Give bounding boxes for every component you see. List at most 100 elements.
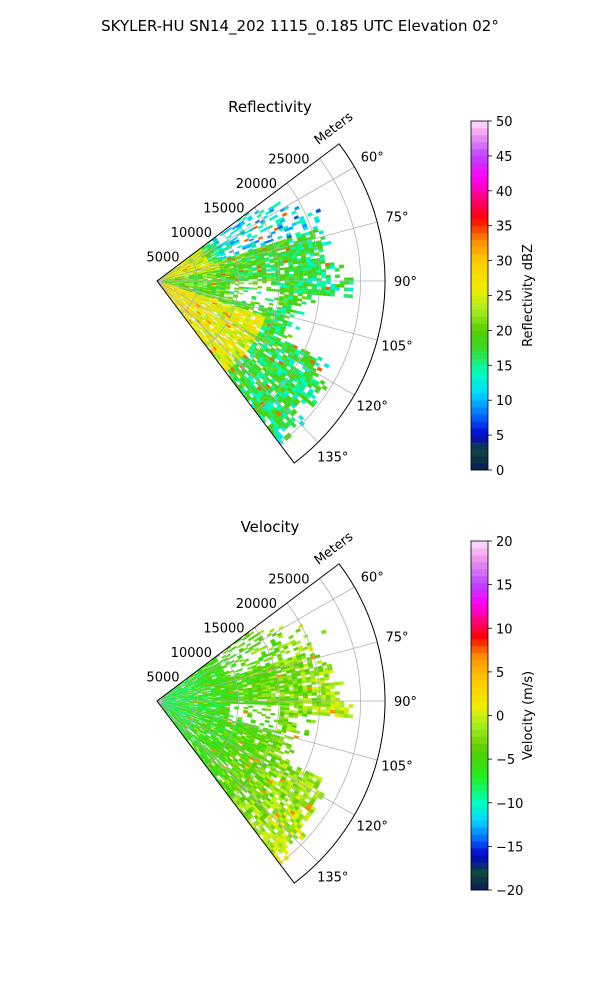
- radar-cell: [307, 288, 313, 292]
- radar-cell: [279, 263, 285, 267]
- colorbar-segment: [471, 414, 488, 422]
- radar-cell: [316, 289, 322, 293]
- radar-cell: [298, 275, 304, 279]
- radar-cell: [303, 663, 309, 668]
- radar-cell: [314, 672, 320, 677]
- radar-cell: [216, 276, 222, 279]
- radar-cell: [316, 711, 322, 716]
- radar-cell: [284, 289, 290, 293]
- radar-cell: [307, 212, 313, 217]
- radar-cell: [259, 209, 265, 214]
- colorbar-tick-label: 0: [496, 464, 504, 479]
- azimuth-tick-label: 135°: [317, 451, 348, 466]
- radar-cell: [320, 269, 326, 273]
- radar-cell: [307, 687, 313, 691]
- radar-cell: [288, 268, 294, 272]
- radar-cell: [325, 694, 331, 699]
- radar-cell: [319, 379, 326, 386]
- colorbar-segment: [471, 309, 488, 317]
- radar-cell: [243, 238, 250, 243]
- radar-cell: [184, 701, 190, 703]
- radar-cell: [243, 697, 249, 700]
- radar-cell: [231, 645, 237, 651]
- radar-cell: [264, 240, 270, 244]
- colorbar-segment: [471, 316, 488, 324]
- radar-cell: [302, 267, 308, 271]
- colorbar-segment: [471, 358, 488, 366]
- colorbar-segment: [471, 183, 488, 192]
- radar-cell: [280, 425, 287, 432]
- radar-cell: [270, 268, 276, 272]
- radar-cell: [206, 690, 212, 693]
- radar-cell: [312, 698, 318, 702]
- radar-cell: [223, 296, 229, 299]
- radar-cell: [252, 697, 258, 700]
- radar-cell: [288, 684, 294, 688]
- radar-cell: [320, 292, 326, 296]
- radar-cell: [321, 697, 327, 702]
- radar-cell: [293, 705, 299, 709]
- radar-cell: [238, 288, 244, 291]
- radar-cell: [252, 268, 258, 272]
- radar-cell: [238, 292, 244, 295]
- radar-cell: [284, 650, 291, 655]
- azimuth-spoke: [156, 280, 319, 443]
- radar-cell: [229, 659, 235, 664]
- colorbar-segment: [471, 456, 488, 464]
- radar-cell: [275, 282, 281, 286]
- colorbar-segment: [471, 225, 488, 234]
- radar-cell: [302, 690, 308, 694]
- radar-cell: [238, 693, 244, 696]
- radar-cell: [211, 695, 217, 698]
- radar-cell: [339, 280, 345, 285]
- radar-cell: [316, 659, 322, 665]
- radar-cell: [279, 649, 286, 654]
- range-tick-label: 15000: [203, 201, 244, 216]
- radar-cell: [325, 240, 332, 246]
- radar-cell: [234, 659, 240, 664]
- range-tick-label: 20000: [236, 177, 277, 192]
- radar-cell: [248, 705, 254, 708]
- radar-cell: [240, 221, 246, 227]
- radar-cell: [321, 241, 327, 247]
- radar-cell: [275, 289, 281, 292]
- radar-cell: [307, 711, 313, 715]
- colorbar-segment: [471, 365, 488, 373]
- radar-cell: [307, 280, 313, 284]
- radar-cell: [297, 268, 304, 272]
- radar-data: [159, 623, 354, 866]
- radar-cell: [222, 665, 228, 670]
- radar-cell: [189, 698, 194, 701]
- radar-cell: [276, 669, 282, 674]
- range-ring: [279, 158, 361, 444]
- radar-cell: [311, 681, 317, 685]
- radar-cell: [268, 646, 275, 651]
- radar-cell: [248, 277, 254, 280]
- radar-cell: [261, 695, 267, 698]
- radar-cell: [295, 640, 302, 645]
- radar-cell: [311, 706, 317, 710]
- colorbar-segment: [471, 155, 488, 164]
- radar-cell: [297, 688, 304, 692]
- radar-cell: [309, 401, 316, 408]
- radar-cell: [279, 267, 285, 271]
- radar-cell: [330, 703, 336, 708]
- radar-cell: [267, 224, 274, 230]
- radar-cell: [343, 293, 349, 298]
- radar-cell: [248, 282, 254, 285]
- radar-cell: [309, 253, 316, 257]
- radar-cell: [242, 711, 249, 714]
- radar-cell: [242, 684, 248, 688]
- radar-cell: [289, 283, 295, 286]
- radar-cell: [239, 702, 245, 705]
- radar-cell: [228, 648, 234, 653]
- radar-cell: [330, 709, 336, 714]
- radar-cell: [298, 270, 304, 274]
- radar-cell: [311, 686, 317, 691]
- colorbar-segment: [471, 442, 488, 450]
- radar-cell: [289, 691, 295, 695]
- radar-cell: [316, 291, 322, 296]
- radar-cell: [320, 689, 326, 693]
- radar-cell: [268, 724, 274, 728]
- radar-cell: [338, 681, 344, 686]
